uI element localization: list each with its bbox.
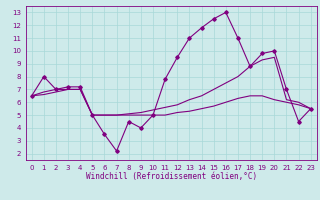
X-axis label: Windchill (Refroidissement éolien,°C): Windchill (Refroidissement éolien,°C) bbox=[86, 172, 257, 181]
